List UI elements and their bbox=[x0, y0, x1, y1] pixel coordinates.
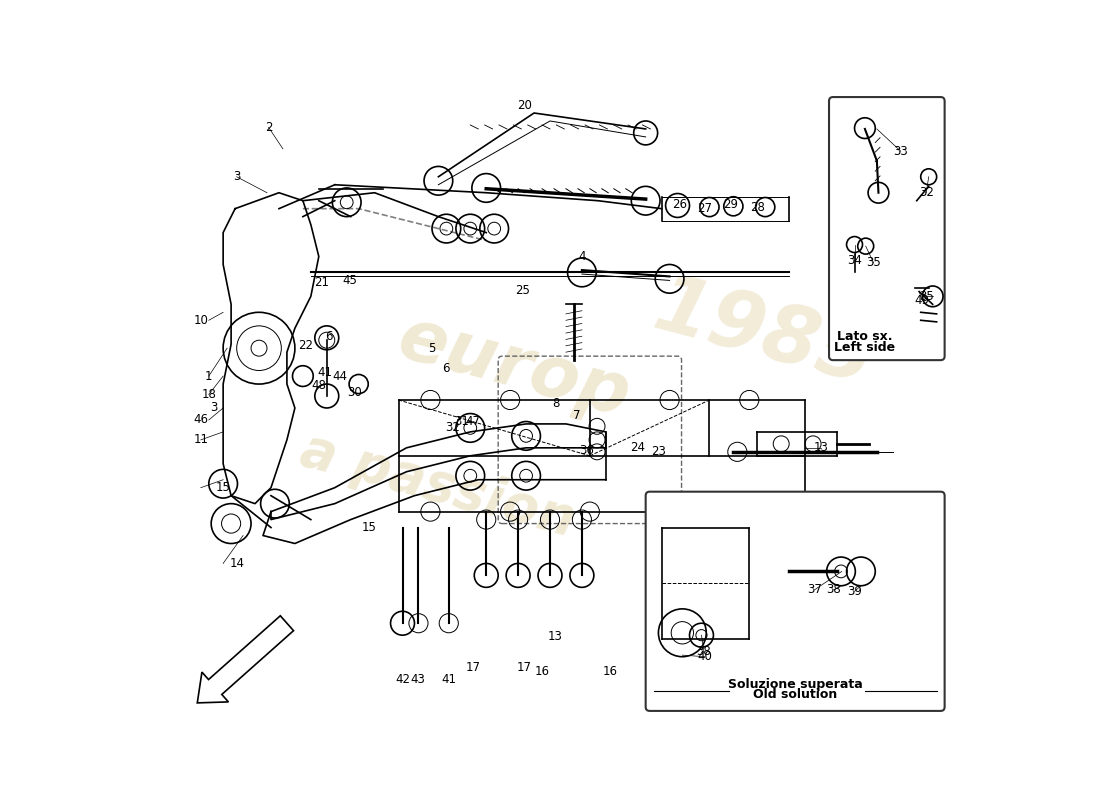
Text: 46: 46 bbox=[194, 414, 208, 426]
Text: 5: 5 bbox=[428, 342, 436, 354]
Text: 10: 10 bbox=[194, 314, 208, 326]
Text: 16: 16 bbox=[603, 665, 618, 678]
Text: 38: 38 bbox=[696, 645, 712, 658]
Text: 18: 18 bbox=[201, 388, 217, 401]
Text: 15: 15 bbox=[216, 481, 231, 494]
Text: 23: 23 bbox=[651, 446, 666, 458]
Text: 49: 49 bbox=[915, 294, 930, 307]
Text: 39: 39 bbox=[847, 585, 862, 598]
Text: 21: 21 bbox=[314, 275, 329, 289]
Text: 47: 47 bbox=[465, 415, 481, 428]
Text: 41: 41 bbox=[317, 366, 332, 379]
Text: 24: 24 bbox=[630, 442, 646, 454]
Text: 42: 42 bbox=[395, 673, 410, 686]
Text: 20: 20 bbox=[517, 98, 532, 111]
Text: 34: 34 bbox=[847, 254, 862, 267]
Text: 6: 6 bbox=[326, 330, 333, 342]
Text: Left side: Left side bbox=[834, 341, 895, 354]
Text: 1: 1 bbox=[205, 370, 212, 382]
Text: europ: europ bbox=[390, 303, 638, 431]
Text: 26: 26 bbox=[672, 198, 686, 211]
Text: 37: 37 bbox=[807, 583, 822, 596]
Text: 6: 6 bbox=[442, 362, 450, 374]
Text: 43: 43 bbox=[410, 673, 425, 686]
Text: 13: 13 bbox=[814, 442, 828, 454]
Text: 15: 15 bbox=[362, 521, 376, 534]
Text: 32: 32 bbox=[446, 421, 460, 434]
FancyBboxPatch shape bbox=[829, 97, 945, 360]
Text: 31: 31 bbox=[454, 415, 469, 428]
Text: 8: 8 bbox=[552, 398, 559, 410]
Text: 27: 27 bbox=[697, 202, 712, 215]
Text: 40: 40 bbox=[697, 650, 712, 663]
Text: 3: 3 bbox=[210, 402, 218, 414]
Text: 36: 36 bbox=[580, 444, 594, 457]
Text: 28: 28 bbox=[750, 201, 764, 214]
Text: 14: 14 bbox=[230, 557, 245, 570]
Text: 30: 30 bbox=[348, 386, 362, 398]
Text: 17: 17 bbox=[466, 661, 481, 674]
Text: 22: 22 bbox=[298, 339, 312, 352]
Text: 25: 25 bbox=[516, 284, 530, 298]
Text: a passion: a passion bbox=[295, 423, 581, 546]
Text: 35: 35 bbox=[918, 290, 934, 303]
Text: 35: 35 bbox=[867, 256, 881, 270]
Text: Old solution: Old solution bbox=[754, 688, 838, 702]
Text: 48: 48 bbox=[311, 379, 327, 392]
Text: 32: 32 bbox=[918, 186, 934, 199]
Text: 1985: 1985 bbox=[646, 268, 882, 401]
Text: 38: 38 bbox=[826, 583, 842, 596]
FancyBboxPatch shape bbox=[646, 492, 945, 711]
Text: 7: 7 bbox=[573, 410, 580, 422]
Text: 3: 3 bbox=[233, 170, 241, 183]
Text: 29: 29 bbox=[723, 198, 738, 211]
Text: 44: 44 bbox=[333, 370, 348, 382]
Text: 17: 17 bbox=[516, 661, 531, 674]
Text: 4: 4 bbox=[579, 250, 585, 263]
Text: 13: 13 bbox=[548, 630, 562, 643]
Text: 16: 16 bbox=[535, 665, 550, 678]
FancyArrow shape bbox=[197, 616, 294, 703]
Text: 45: 45 bbox=[342, 274, 358, 287]
Text: 33: 33 bbox=[893, 145, 909, 158]
Text: Lato sx.: Lato sx. bbox=[837, 330, 893, 342]
Text: 11: 11 bbox=[194, 434, 208, 446]
Text: 41: 41 bbox=[441, 673, 456, 686]
Text: Soluzione superata: Soluzione superata bbox=[728, 678, 862, 691]
Text: 2: 2 bbox=[265, 121, 273, 134]
